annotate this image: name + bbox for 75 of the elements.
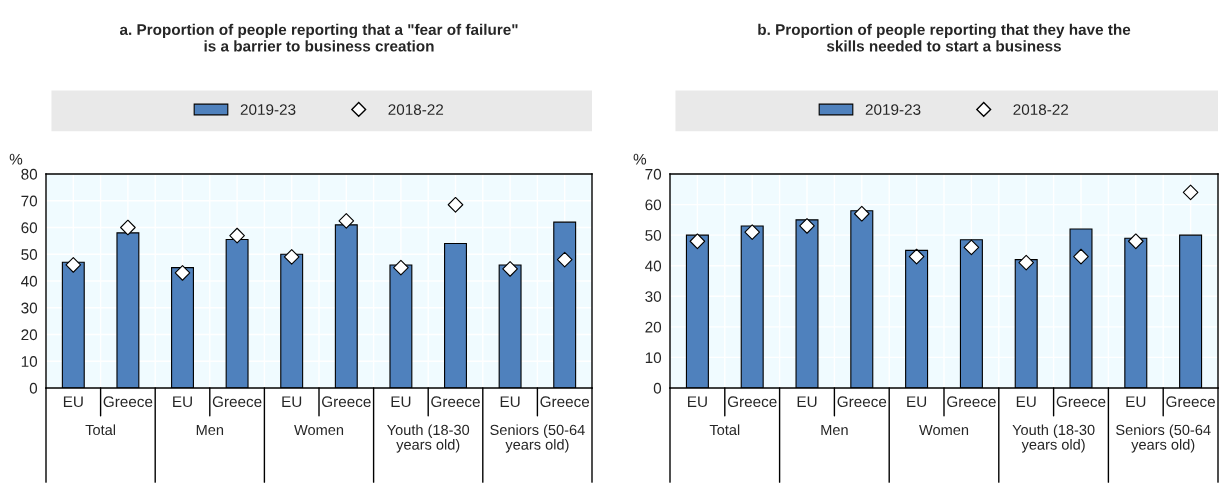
text: Seniors (50-64 years old): [1116, 424, 1211, 453]
x-tick-label: Greece: [1056, 396, 1106, 408]
y-tick-label: 20: [21, 329, 38, 341]
point: [963, 239, 980, 256]
x-tick-label: Greece: [1166, 396, 1215, 408]
y-tick-label: 80: [21, 168, 38, 180]
y-tick-label: 0: [653, 382, 662, 394]
y-tick-label: 60: [21, 222, 38, 234]
x-tick-label: EU: [688, 396, 707, 408]
text: Youth (18-30 years old): [1012, 424, 1095, 453]
y-tick-label: 70: [645, 168, 662, 180]
text: Men: [196, 424, 224, 436]
x-tick-label: Greece: [103, 396, 153, 408]
x-tick-label: EU: [500, 396, 520, 408]
x-tick-label: Greece: [322, 396, 371, 408]
y-tick-label: 40: [645, 260, 662, 272]
point: [853, 205, 870, 222]
point: [283, 249, 300, 265]
x-tick-label: EU: [1016, 396, 1036, 408]
point: [744, 224, 761, 240]
x-tick-label: Greece: [947, 396, 996, 408]
legend-label: 2019-23: [865, 104, 921, 115]
y-tick-label: 50: [645, 230, 662, 241]
text: Women: [294, 424, 344, 436]
point: [338, 212, 355, 229]
point: [556, 251, 573, 268]
legend-label: 2019-23: [240, 104, 296, 115]
text: Total: [85, 424, 116, 436]
y-tick-label: 40: [21, 275, 38, 287]
x-tick-label: Greece: [727, 396, 777, 408]
x-tick-label: EU: [63, 396, 83, 408]
text: Women: [919, 424, 969, 436]
chart-title: a. Proportion of people reporting that a "fear of failure" is a barrier to business creation: [119, 23, 518, 52]
y-axis-title: %: [9, 153, 23, 165]
legend-label: 2018-22: [388, 104, 444, 115]
y-axis-title: %: [633, 153, 647, 165]
point: [229, 227, 245, 244]
x-tick-label: Greece: [540, 396, 590, 408]
point: [689, 233, 706, 250]
point: [1073, 248, 1089, 265]
x-tick-label: EU: [391, 396, 411, 408]
point: [174, 265, 191, 281]
y-tick-label: 70: [21, 195, 38, 207]
x-tick-label: EU: [797, 396, 817, 408]
point: [120, 219, 136, 236]
y-tick-label: 20: [645, 321, 662, 333]
text: Men: [821, 424, 848, 436]
x-tick-label: EU: [173, 396, 192, 408]
point: [799, 218, 815, 234]
point: [502, 261, 518, 277]
text: Seniors (50-64 years old): [490, 424, 585, 453]
point: [447, 196, 464, 213]
point: [1127, 233, 1144, 250]
text: Youth (18-30 years old): [387, 424, 470, 453]
point: [1018, 254, 1035, 271]
point: [65, 257, 82, 273]
text: Total: [709, 424, 740, 436]
y-tick-label: 10: [645, 352, 662, 364]
x-tick-label: Greece: [431, 396, 480, 408]
x-tick-label: Greece: [837, 396, 887, 408]
point: [908, 248, 925, 265]
point: [393, 259, 409, 276]
y-tick-label: 30: [21, 302, 38, 314]
y-tick-label: 50: [21, 249, 38, 260]
x-tick-label: Greece: [212, 396, 262, 408]
x-tick-label: EU: [907, 396, 927, 408]
y-tick-label: 60: [645, 199, 662, 211]
y-tick-label: 30: [645, 291, 662, 302]
x-tick-label: EU: [282, 396, 302, 408]
point: [1182, 184, 1199, 201]
legend-label: 2018-22: [1013, 104, 1069, 115]
chart-title: b. Proportion of people reporting that they have the skills needed to start a business: [758, 23, 1131, 52]
x-tick-label: EU: [1126, 396, 1146, 408]
y-tick-label: 10: [21, 356, 38, 367]
y-tick-label: 0: [29, 382, 38, 394]
